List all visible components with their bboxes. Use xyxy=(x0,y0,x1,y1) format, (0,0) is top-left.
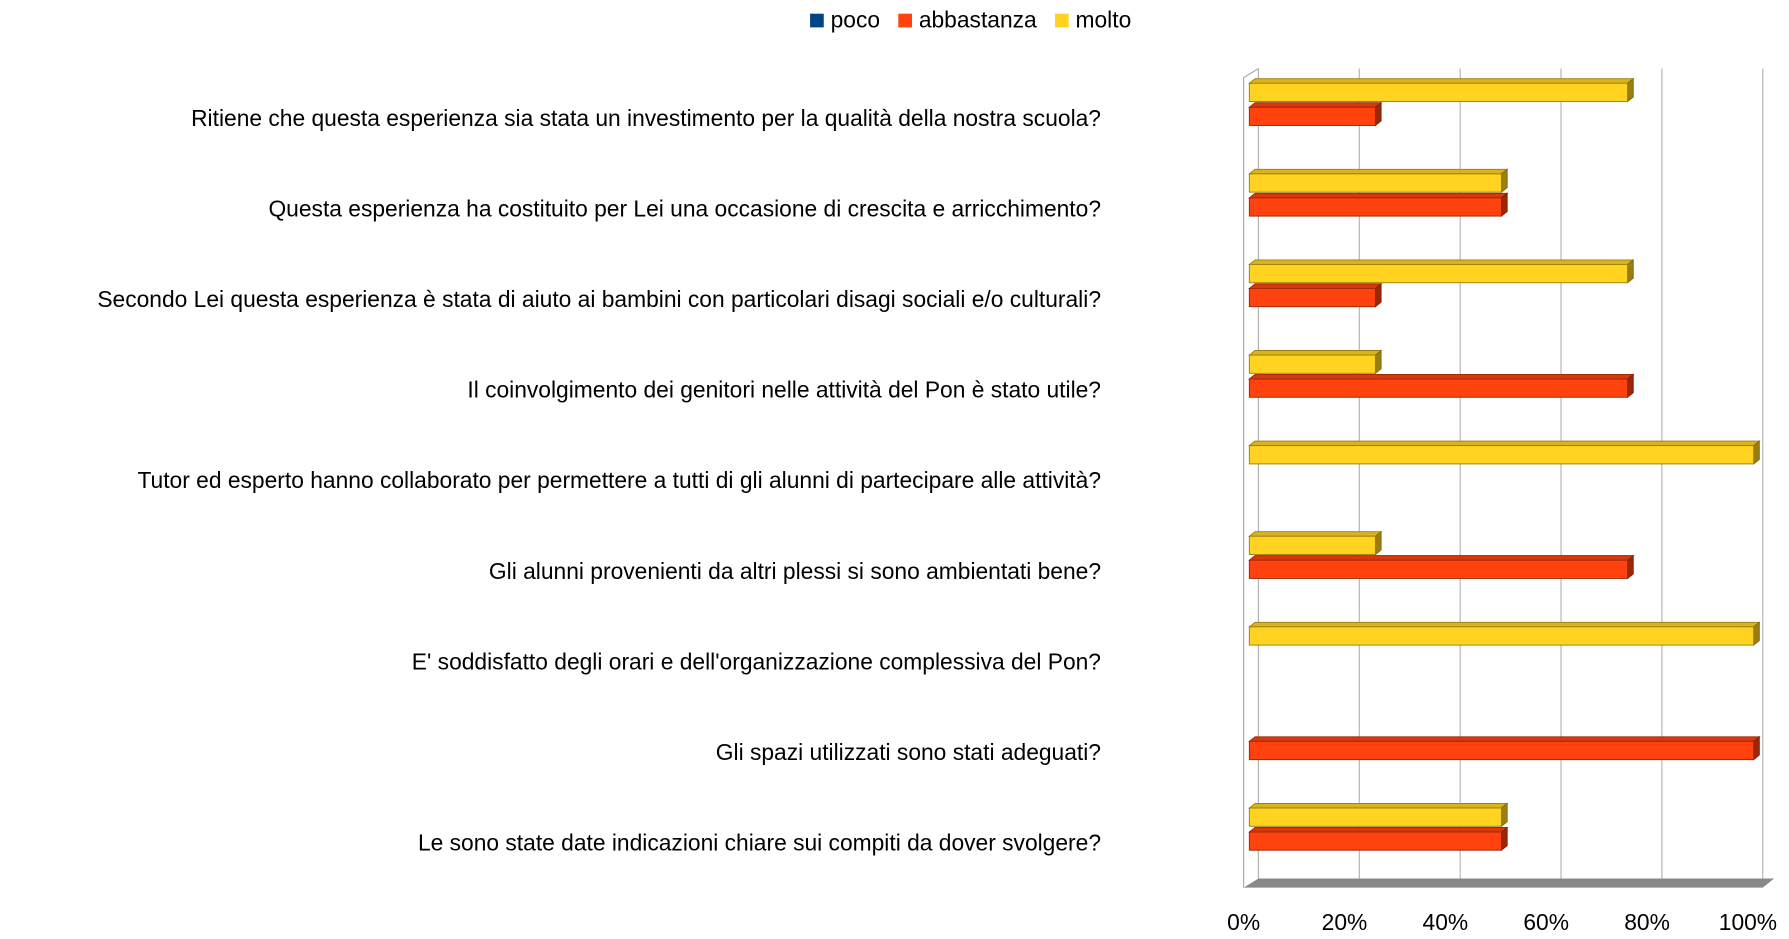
legend-swatch xyxy=(810,13,824,28)
bar xyxy=(1248,168,1509,194)
bar-side xyxy=(1753,440,1760,465)
bar-face xyxy=(1248,82,1629,103)
bar-top xyxy=(1248,283,1383,289)
legend-swatch xyxy=(898,13,912,28)
category-label: Gli spazi utilizzati sono stati adeguati… xyxy=(716,739,1101,765)
bar xyxy=(1248,530,1383,556)
bar xyxy=(1248,621,1761,647)
category-label: Questa esperienza ha costituito per Lei … xyxy=(268,195,1101,221)
bar xyxy=(1248,77,1635,103)
bar xyxy=(1248,735,1761,761)
bar-top xyxy=(1248,192,1509,199)
legend-label: poco xyxy=(831,7,880,33)
bar-face xyxy=(1248,354,1376,374)
bar xyxy=(1248,282,1383,308)
bar-side xyxy=(1753,735,1760,761)
bar-top xyxy=(1248,802,1509,809)
bar-top xyxy=(1248,259,1635,265)
bar-side xyxy=(1501,826,1508,852)
bar-face xyxy=(1248,106,1376,126)
category-label: Secondo Lei questa esperienza è stata di… xyxy=(97,286,1101,312)
x-tick-label: 60% xyxy=(1523,909,1569,935)
bar xyxy=(1248,258,1635,284)
bar-top xyxy=(1248,374,1635,380)
bar-face xyxy=(1248,378,1629,398)
bar-side xyxy=(1374,349,1382,375)
bar-face xyxy=(1248,831,1502,851)
bar xyxy=(1248,101,1383,127)
legend-label: abbastanza xyxy=(919,7,1037,33)
bar-face xyxy=(1248,173,1502,193)
bar xyxy=(1248,192,1509,218)
bar-side xyxy=(1374,101,1382,127)
bar-face xyxy=(1248,626,1755,646)
bar-top xyxy=(1248,350,1383,356)
bar-top xyxy=(1248,621,1761,628)
bar-face xyxy=(1248,287,1376,308)
bar-face xyxy=(1248,535,1376,555)
bar xyxy=(1248,554,1635,580)
category-label: Tutor ed esperto hanno collaborato per p… xyxy=(137,467,1101,493)
category-label: E' soddisfatto degli orari e dell'organi… xyxy=(412,648,1101,674)
bar xyxy=(1248,802,1509,828)
bar-face xyxy=(1248,264,1629,284)
category-label: Le sono state date indicazioni chiare su… xyxy=(418,830,1101,856)
bar-top xyxy=(1248,531,1383,537)
bar-side xyxy=(1374,530,1382,556)
x-tick-label: 40% xyxy=(1423,909,1469,935)
floor xyxy=(1243,878,1775,888)
bar-side xyxy=(1627,258,1634,284)
bar-top xyxy=(1248,555,1635,561)
bar-side xyxy=(1501,168,1508,194)
bar-face xyxy=(1248,445,1755,465)
category-label: Gli alunni provenienti da altri plessi s… xyxy=(489,558,1101,584)
bar-face xyxy=(1248,197,1502,217)
bar-top xyxy=(1248,736,1761,742)
bar-side xyxy=(1374,282,1382,308)
x-tick-label: 100% xyxy=(1719,909,1777,935)
category-label: Il coinvolgimento dei genitori nelle att… xyxy=(467,377,1101,403)
bar-top xyxy=(1248,826,1509,833)
bar-top xyxy=(1248,168,1509,175)
bar-side xyxy=(1627,77,1634,103)
bar-face xyxy=(1248,559,1629,579)
bar-face xyxy=(1248,807,1502,827)
bar-face xyxy=(1248,740,1755,761)
wall-edge xyxy=(1243,67,1259,79)
legend-swatch xyxy=(1054,13,1069,28)
bar-side xyxy=(1753,621,1760,647)
bar xyxy=(1248,349,1383,375)
legend-label: molto xyxy=(1076,7,1132,33)
x-tick-label: 80% xyxy=(1624,909,1670,935)
bar-top xyxy=(1248,102,1383,108)
bar-side xyxy=(1501,802,1508,828)
x-tick-label: 20% xyxy=(1322,909,1368,935)
x-tick-label: 0% xyxy=(1227,909,1260,935)
bar-top xyxy=(1248,78,1635,84)
category-label: Ritiene che questa esperienza sia stata … xyxy=(191,105,1101,131)
bar xyxy=(1248,440,1761,465)
bar-side xyxy=(1627,373,1634,399)
bar xyxy=(1248,826,1509,852)
bar-top xyxy=(1248,440,1761,447)
bar-side xyxy=(1501,192,1508,218)
bar xyxy=(1248,373,1635,399)
bar-side xyxy=(1627,554,1634,580)
